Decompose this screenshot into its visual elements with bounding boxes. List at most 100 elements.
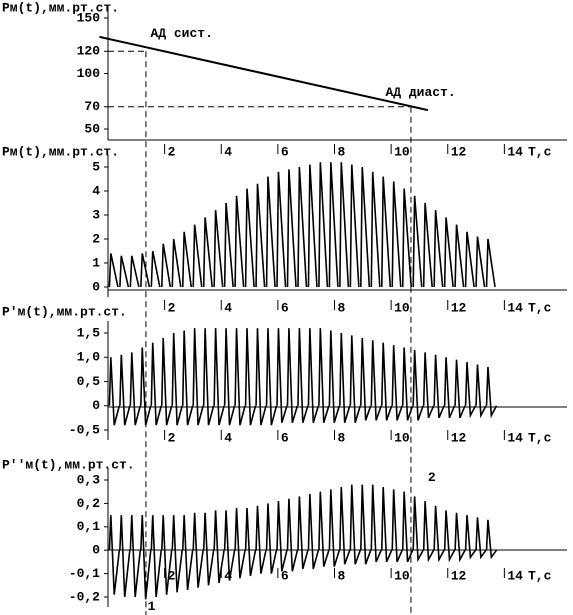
pulse — [108, 515, 121, 595]
pulse — [349, 335, 362, 423]
pulse — [454, 224, 465, 288]
pulse — [401, 491, 414, 563]
pulse — [160, 243, 172, 288]
x-tick-label: 12 — [451, 568, 467, 583]
x-tick-label: 10 — [394, 568, 410, 583]
y-tick-label: 5 — [92, 159, 100, 174]
y-tick-label: 1 — [92, 255, 100, 270]
x-tick-label: 2 — [168, 144, 176, 159]
pulse — [307, 494, 320, 570]
y-tick-label: -0,1 — [69, 566, 100, 581]
x-tick-label: 12 — [451, 144, 467, 159]
pulse — [464, 362, 477, 419]
pulse — [276, 501, 288, 572]
pulse — [119, 255, 130, 288]
pulse — [318, 328, 330, 423]
pulse — [422, 501, 435, 563]
x-tick-label: 2 — [168, 300, 176, 315]
x-axis-label: T,c — [528, 300, 552, 315]
pulse — [297, 166, 308, 288]
x-axis-label: T,c — [528, 430, 552, 445]
pulse — [265, 176, 276, 288]
pulse — [412, 195, 423, 288]
pulse — [443, 217, 454, 288]
x-tick-label: 6 — [281, 568, 289, 583]
x-tick-label: 10 — [394, 300, 410, 315]
pulse — [181, 330, 194, 426]
y-tick-label: 100 — [77, 66, 101, 81]
pulse — [412, 496, 424, 563]
pulse — [171, 238, 182, 288]
y-tick-label: 50 — [84, 121, 100, 136]
y-tick-label: 4 — [92, 183, 100, 198]
pulse — [255, 183, 266, 288]
pulse — [213, 510, 225, 584]
pulse — [318, 162, 329, 288]
y-axis-label: Pм(t),мм.рт.ст. — [2, 0, 119, 15]
pulse — [328, 489, 341, 567]
annotation: 1 — [148, 599, 156, 614]
y-tick-label: 0 — [92, 279, 100, 294]
pulse — [276, 328, 288, 423]
pulse — [202, 328, 215, 426]
pulse — [475, 236, 486, 288]
y-tick-label: 0 — [92, 398, 100, 413]
x-tick-label: 8 — [338, 568, 346, 583]
y-tick-label: -0,5 — [69, 422, 100, 437]
pulse — [380, 342, 393, 421]
pulse — [380, 486, 393, 563]
x-tick-label: 12 — [451, 430, 467, 445]
x-tick-label: 8 — [338, 300, 346, 315]
annotation: 2 — [428, 470, 436, 485]
pulse — [129, 255, 140, 288]
pulse — [370, 171, 381, 288]
y-tick-label: 0 — [92, 543, 100, 558]
pulse — [234, 195, 245, 288]
pulse — [150, 342, 163, 426]
y-tick-label: -0,2 — [69, 589, 100, 604]
pulse — [202, 512, 215, 586]
pulse — [234, 508, 246, 579]
pulse — [108, 253, 119, 288]
pulse — [391, 181, 402, 288]
x-tick-label: 4 — [224, 568, 232, 583]
pulse — [475, 364, 487, 419]
pulse — [160, 515, 173, 595]
y-tick-label: 150 — [77, 10, 101, 25]
y-tick-label: 0,2 — [77, 496, 101, 511]
x-tick-label: 4 — [224, 430, 232, 445]
pulse — [129, 515, 142, 598]
x-axis-label: T,c — [528, 568, 552, 583]
pulse — [223, 202, 234, 288]
line — [99, 35, 429, 112]
pulse — [391, 489, 403, 563]
pulse — [360, 484, 372, 565]
pulse — [485, 519, 498, 560]
pulse — [433, 505, 445, 563]
pulse — [213, 210, 224, 288]
pulse — [360, 166, 371, 288]
x-tick-label: 14 — [507, 568, 523, 583]
x-tick-label: 2 — [168, 430, 176, 445]
y-tick-label: 0,5 — [77, 374, 101, 389]
pulse — [370, 484, 382, 563]
y-tick-label: 2 — [92, 231, 100, 246]
pulse — [339, 162, 350, 288]
pulse — [244, 188, 255, 288]
pulse — [150, 515, 163, 598]
x-tick-label: 6 — [281, 430, 289, 445]
pulse — [307, 164, 318, 288]
pulse — [150, 250, 161, 288]
pulse — [108, 357, 121, 426]
pulse — [223, 510, 236, 581]
pulse — [485, 366, 498, 419]
pulse — [181, 231, 193, 288]
pulse — [328, 330, 341, 423]
pulse — [464, 231, 475, 288]
y-axis-label: Pм(t),мм.рт.ст. — [2, 144, 119, 159]
x-tick-label: 4 — [224, 300, 232, 315]
x-tick-label: 14 — [507, 300, 523, 315]
pulse — [433, 354, 445, 419]
pulse — [140, 515, 152, 600]
